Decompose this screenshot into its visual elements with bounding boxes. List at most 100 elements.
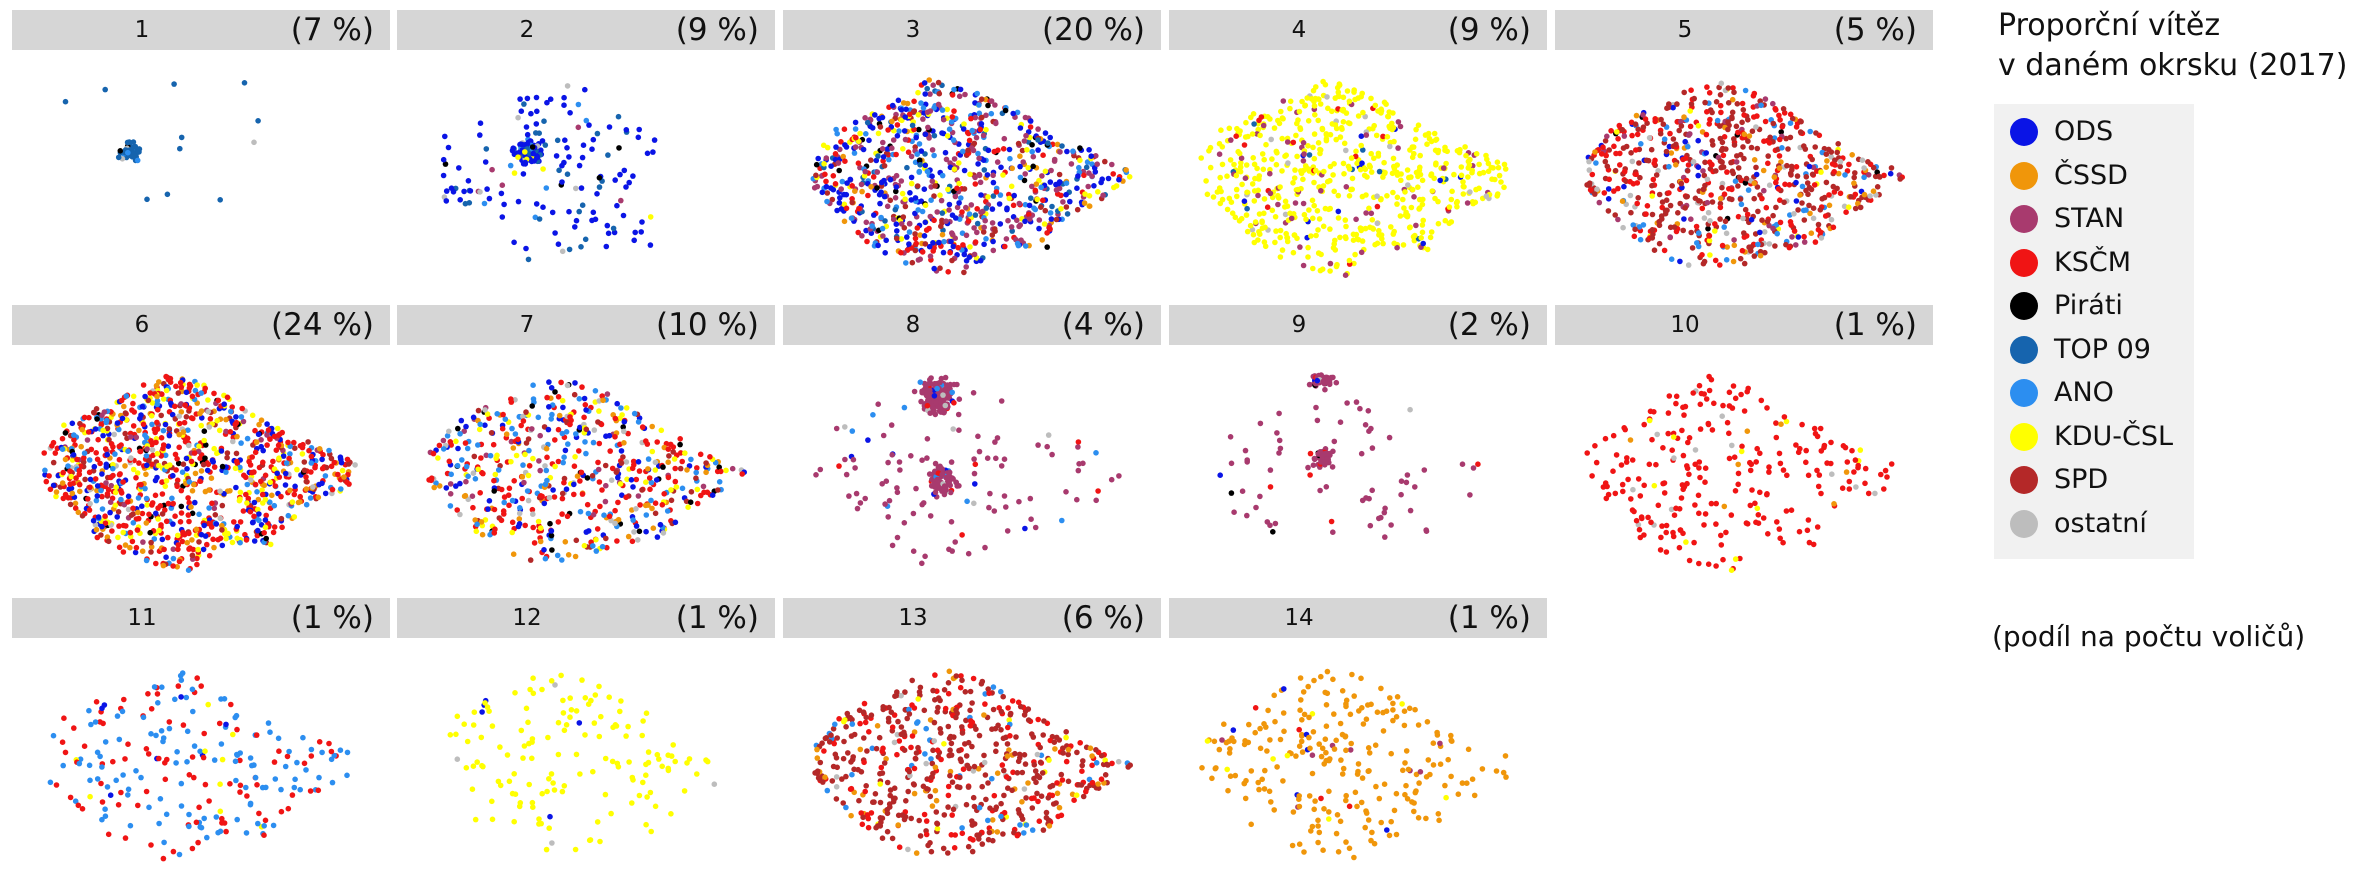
precinct-point: [1346, 120, 1352, 126]
precinct-point: [189, 537, 195, 543]
precinct-point: [624, 127, 630, 133]
precinct-point: [81, 455, 87, 461]
precinct-point: [210, 537, 216, 543]
precinct-point: [1649, 193, 1655, 199]
precinct-point: [1267, 171, 1273, 177]
precinct-point: [1460, 461, 1466, 467]
precinct-point: [1391, 229, 1397, 235]
precinct-point: [851, 457, 857, 463]
precinct-point: [109, 483, 115, 489]
precinct-point: [1643, 211, 1649, 217]
precinct-point: [556, 241, 562, 247]
precinct-point: [1763, 96, 1769, 102]
precinct-point: [574, 538, 580, 544]
precinct-point: [607, 433, 613, 439]
precinct-point: [1327, 268, 1333, 274]
precinct-point: [244, 500, 250, 506]
precinct-point: [1495, 159, 1501, 165]
precinct-point: [1292, 175, 1298, 181]
precinct-point: [1777, 153, 1783, 159]
precinct-point: [1732, 142, 1738, 148]
precinct-point: [140, 539, 146, 545]
precinct-point: [1375, 221, 1381, 227]
precinct-point: [1635, 132, 1641, 138]
precinct-point: [648, 214, 654, 220]
precinct-point: [901, 100, 907, 106]
precinct-point: [554, 153, 560, 159]
precinct-point: [1116, 473, 1122, 479]
precinct-point: [120, 416, 126, 422]
precinct-point: [1719, 81, 1725, 87]
precinct-point: [1402, 189, 1408, 195]
precinct-point: [1047, 135, 1053, 141]
precinct-point: [886, 157, 892, 163]
precinct-point: [1632, 227, 1638, 233]
precinct-point: [1318, 188, 1324, 194]
precinct-point: [530, 511, 536, 517]
precinct-point: [515, 154, 521, 160]
precinct-point: [457, 481, 463, 487]
precinct-point: [550, 487, 556, 493]
precinct-point: [441, 438, 447, 444]
precinct-point: [117, 472, 123, 478]
precinct-point: [65, 463, 71, 469]
precinct-point: [882, 194, 888, 200]
precinct-point: [1220, 144, 1226, 150]
precinct-point: [1244, 206, 1250, 212]
precinct-point: [1845, 459, 1851, 465]
precinct-point: [1330, 464, 1336, 470]
precinct-point: [1636, 160, 1642, 166]
precinct-point: [95, 493, 101, 499]
precinct-point: [615, 500, 621, 506]
precinct-point: [619, 460, 625, 466]
precinct-point: [1638, 237, 1644, 243]
precinct-point: [1405, 167, 1411, 173]
precinct-point: [695, 487, 701, 493]
precinct-point: [1278, 254, 1284, 260]
precinct-point: [144, 197, 150, 203]
precinct-point: [1354, 399, 1360, 405]
precinct-point: [1076, 468, 1082, 474]
precinct-point: [565, 441, 571, 447]
facet-strip: 6(24 %): [12, 305, 390, 345]
precinct-point: [955, 245, 961, 251]
precinct-point: [199, 408, 205, 414]
precinct-point: [1077, 145, 1083, 151]
precinct-point: [1369, 211, 1375, 217]
precinct-point: [1243, 175, 1249, 181]
precinct-point: [1658, 535, 1664, 541]
precinct-point: [491, 488, 497, 494]
precinct-point: [624, 405, 630, 411]
precinct-point: [1649, 437, 1655, 443]
precinct-point: [964, 499, 970, 505]
precinct-point: [1057, 149, 1063, 155]
precinct-point: [990, 239, 996, 245]
precinct-point: [989, 111, 995, 117]
precinct-point: [1292, 167, 1298, 173]
precinct-point: [1777, 137, 1783, 143]
precinct-point: [1227, 196, 1233, 202]
precinct-point: [853, 144, 859, 150]
precinct-point: [948, 239, 954, 245]
precinct-point: [1773, 420, 1779, 426]
precinct-point: [540, 204, 546, 210]
precinct-point: [1688, 87, 1694, 93]
precinct-point: [573, 554, 579, 560]
precinct-point: [971, 456, 977, 462]
precinct-point: [1341, 161, 1347, 167]
precinct-point: [1321, 451, 1327, 457]
precinct-point: [147, 530, 153, 536]
precinct-point: [60, 446, 66, 452]
precinct-point: [1724, 169, 1730, 175]
precinct-point: [1242, 142, 1248, 148]
precinct-point: [1740, 216, 1746, 222]
precinct-point: [672, 466, 678, 472]
precinct-point: [1069, 161, 1075, 167]
precinct-point: [308, 495, 314, 501]
precinct-point: [717, 479, 723, 485]
precinct-point: [544, 468, 550, 474]
precinct-point: [1410, 155, 1416, 161]
precinct-point: [1749, 145, 1755, 151]
precinct-point: [475, 442, 481, 448]
precinct-point: [583, 402, 589, 408]
